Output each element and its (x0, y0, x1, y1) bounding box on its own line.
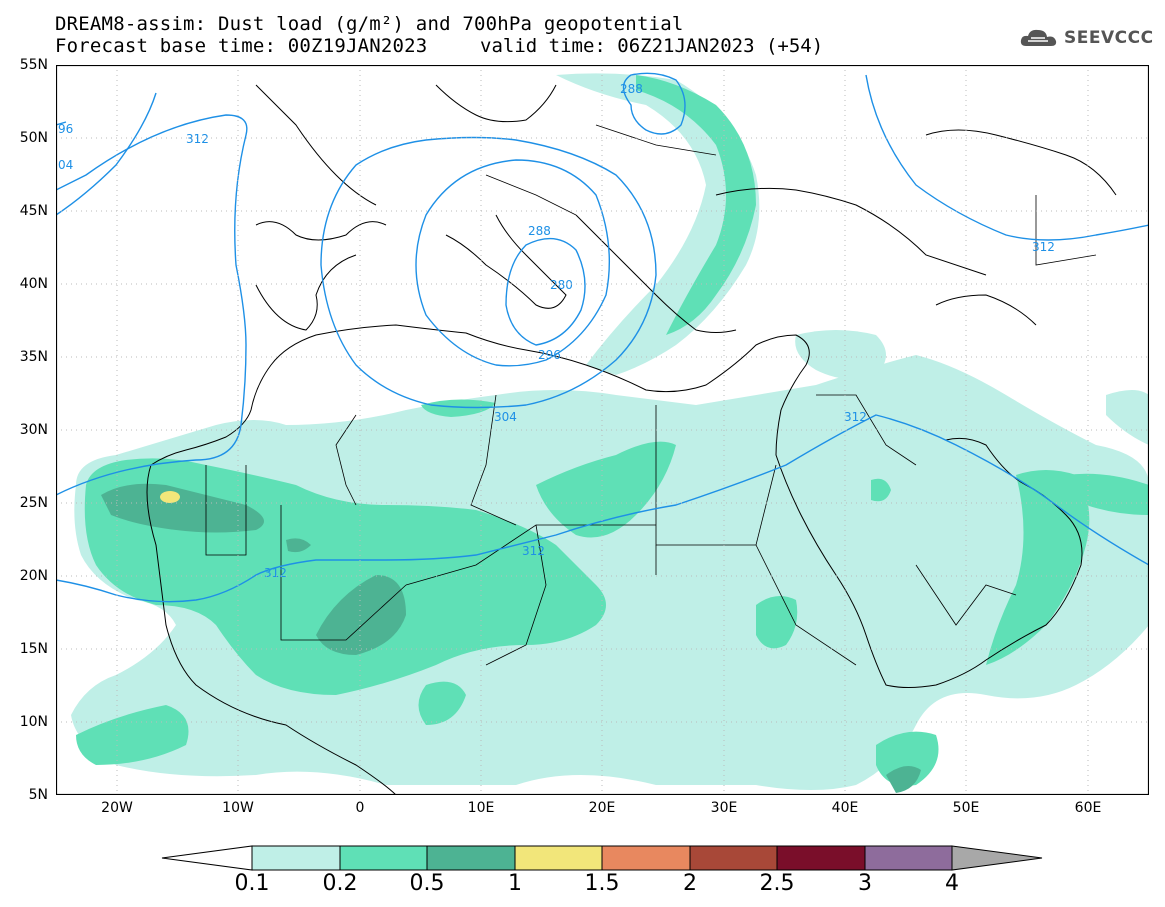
lat-label: 35N (19, 349, 48, 365)
lon-label: 20W (101, 800, 133, 816)
geopotential-contours (56, 72, 1149, 603)
lat-label: 55N (19, 57, 48, 73)
cloud-icon (1020, 29, 1057, 46)
map-canvas: 96 04 312 288 288 280 296 304 312 312 31… (56, 65, 1149, 795)
contour-label: 296 (538, 348, 561, 362)
lat-label: 5N (28, 787, 48, 803)
contour-label: 312 (844, 410, 867, 424)
colorbar-segment (514, 845, 603, 871)
colorbar-label: 2.5 (759, 871, 795, 896)
lat-lon-grid (56, 65, 1149, 795)
logo-text: SEEVCCC (1064, 28, 1154, 48)
contour-label: 312 (1032, 240, 1055, 254)
contour-label: 04 (58, 158, 73, 172)
colorbar-label: 0.5 (409, 871, 445, 896)
lat-label: 10N (19, 714, 48, 730)
colorbar-high-arrow (951, 845, 1043, 871)
colorbar-label: 1.5 (584, 871, 620, 896)
lon-label: 50E (952, 800, 980, 816)
colorbar-segment (864, 845, 953, 871)
dust-high-areas (101, 483, 921, 793)
lon-label: 10E (467, 800, 495, 816)
colorbar-segment (689, 845, 778, 871)
forecast-base-time: Forecast base time: 00Z19JAN2023 (55, 35, 428, 57)
lon-label: 40E (831, 800, 859, 816)
valid-time: valid time: 06Z21JAN2023 (+54) (480, 35, 824, 57)
lat-label: 20N (19, 568, 48, 584)
contour-label: 280 (550, 278, 573, 292)
contour-label: 288 (620, 82, 643, 96)
lon-label: 10W (222, 800, 254, 816)
lat-label: 15N (19, 641, 48, 657)
colorbar-segment (776, 845, 866, 871)
map-title: DREAM8-assim: Dust load (g/m²) and 700hP… (55, 13, 684, 35)
colorbar-label: 1 (508, 871, 522, 896)
contour-label: 312 (522, 544, 545, 558)
lon-label: 60E (1074, 800, 1102, 816)
contour-label: 288 (528, 224, 551, 238)
colorbar-segment (426, 845, 516, 871)
lat-label: 25N (19, 495, 48, 511)
colorbar-segment (601, 845, 691, 871)
country-borders (205, 124, 1097, 666)
lon-label: 30E (710, 800, 738, 816)
map-frame (56, 65, 1149, 795)
colorbar-label: 0.1 (234, 871, 270, 896)
colorbar-segment (339, 845, 428, 871)
lat-label: 50N (19, 130, 48, 146)
lat-label: 40N (19, 276, 48, 292)
dust-map: 96 04 312 288 288 280 296 304 312 312 31… (56, 65, 1149, 795)
colorbar-label: 3 (858, 871, 872, 896)
colorbar-label: 4 (945, 871, 959, 896)
lon-label: 20E (588, 800, 616, 816)
colorbar-segment (251, 845, 341, 871)
contour-label: 312 (264, 566, 287, 580)
contour-label: 312 (186, 132, 209, 146)
colorbar-label: 0.2 (322, 871, 358, 896)
lon-label: 0 (355, 800, 365, 816)
contour-label: 96 (58, 122, 73, 136)
dust-peak-spot (160, 491, 180, 503)
lat-label: 45N (19, 203, 48, 219)
dust-light-areas (71, 73, 1149, 790)
colorbar (161, 845, 1043, 871)
coastlines (146, 84, 1117, 795)
contour-label: 304 (494, 410, 517, 424)
lat-label: 30N (19, 422, 48, 438)
colorbar-low-arrow (161, 845, 253, 871)
colorbar-label: 2 (683, 871, 697, 896)
contour-label-group: 96 04 312 288 288 280 296 304 312 312 31… (58, 82, 1055, 580)
seevccc-logo: SEEVCCC (1018, 26, 1154, 50)
